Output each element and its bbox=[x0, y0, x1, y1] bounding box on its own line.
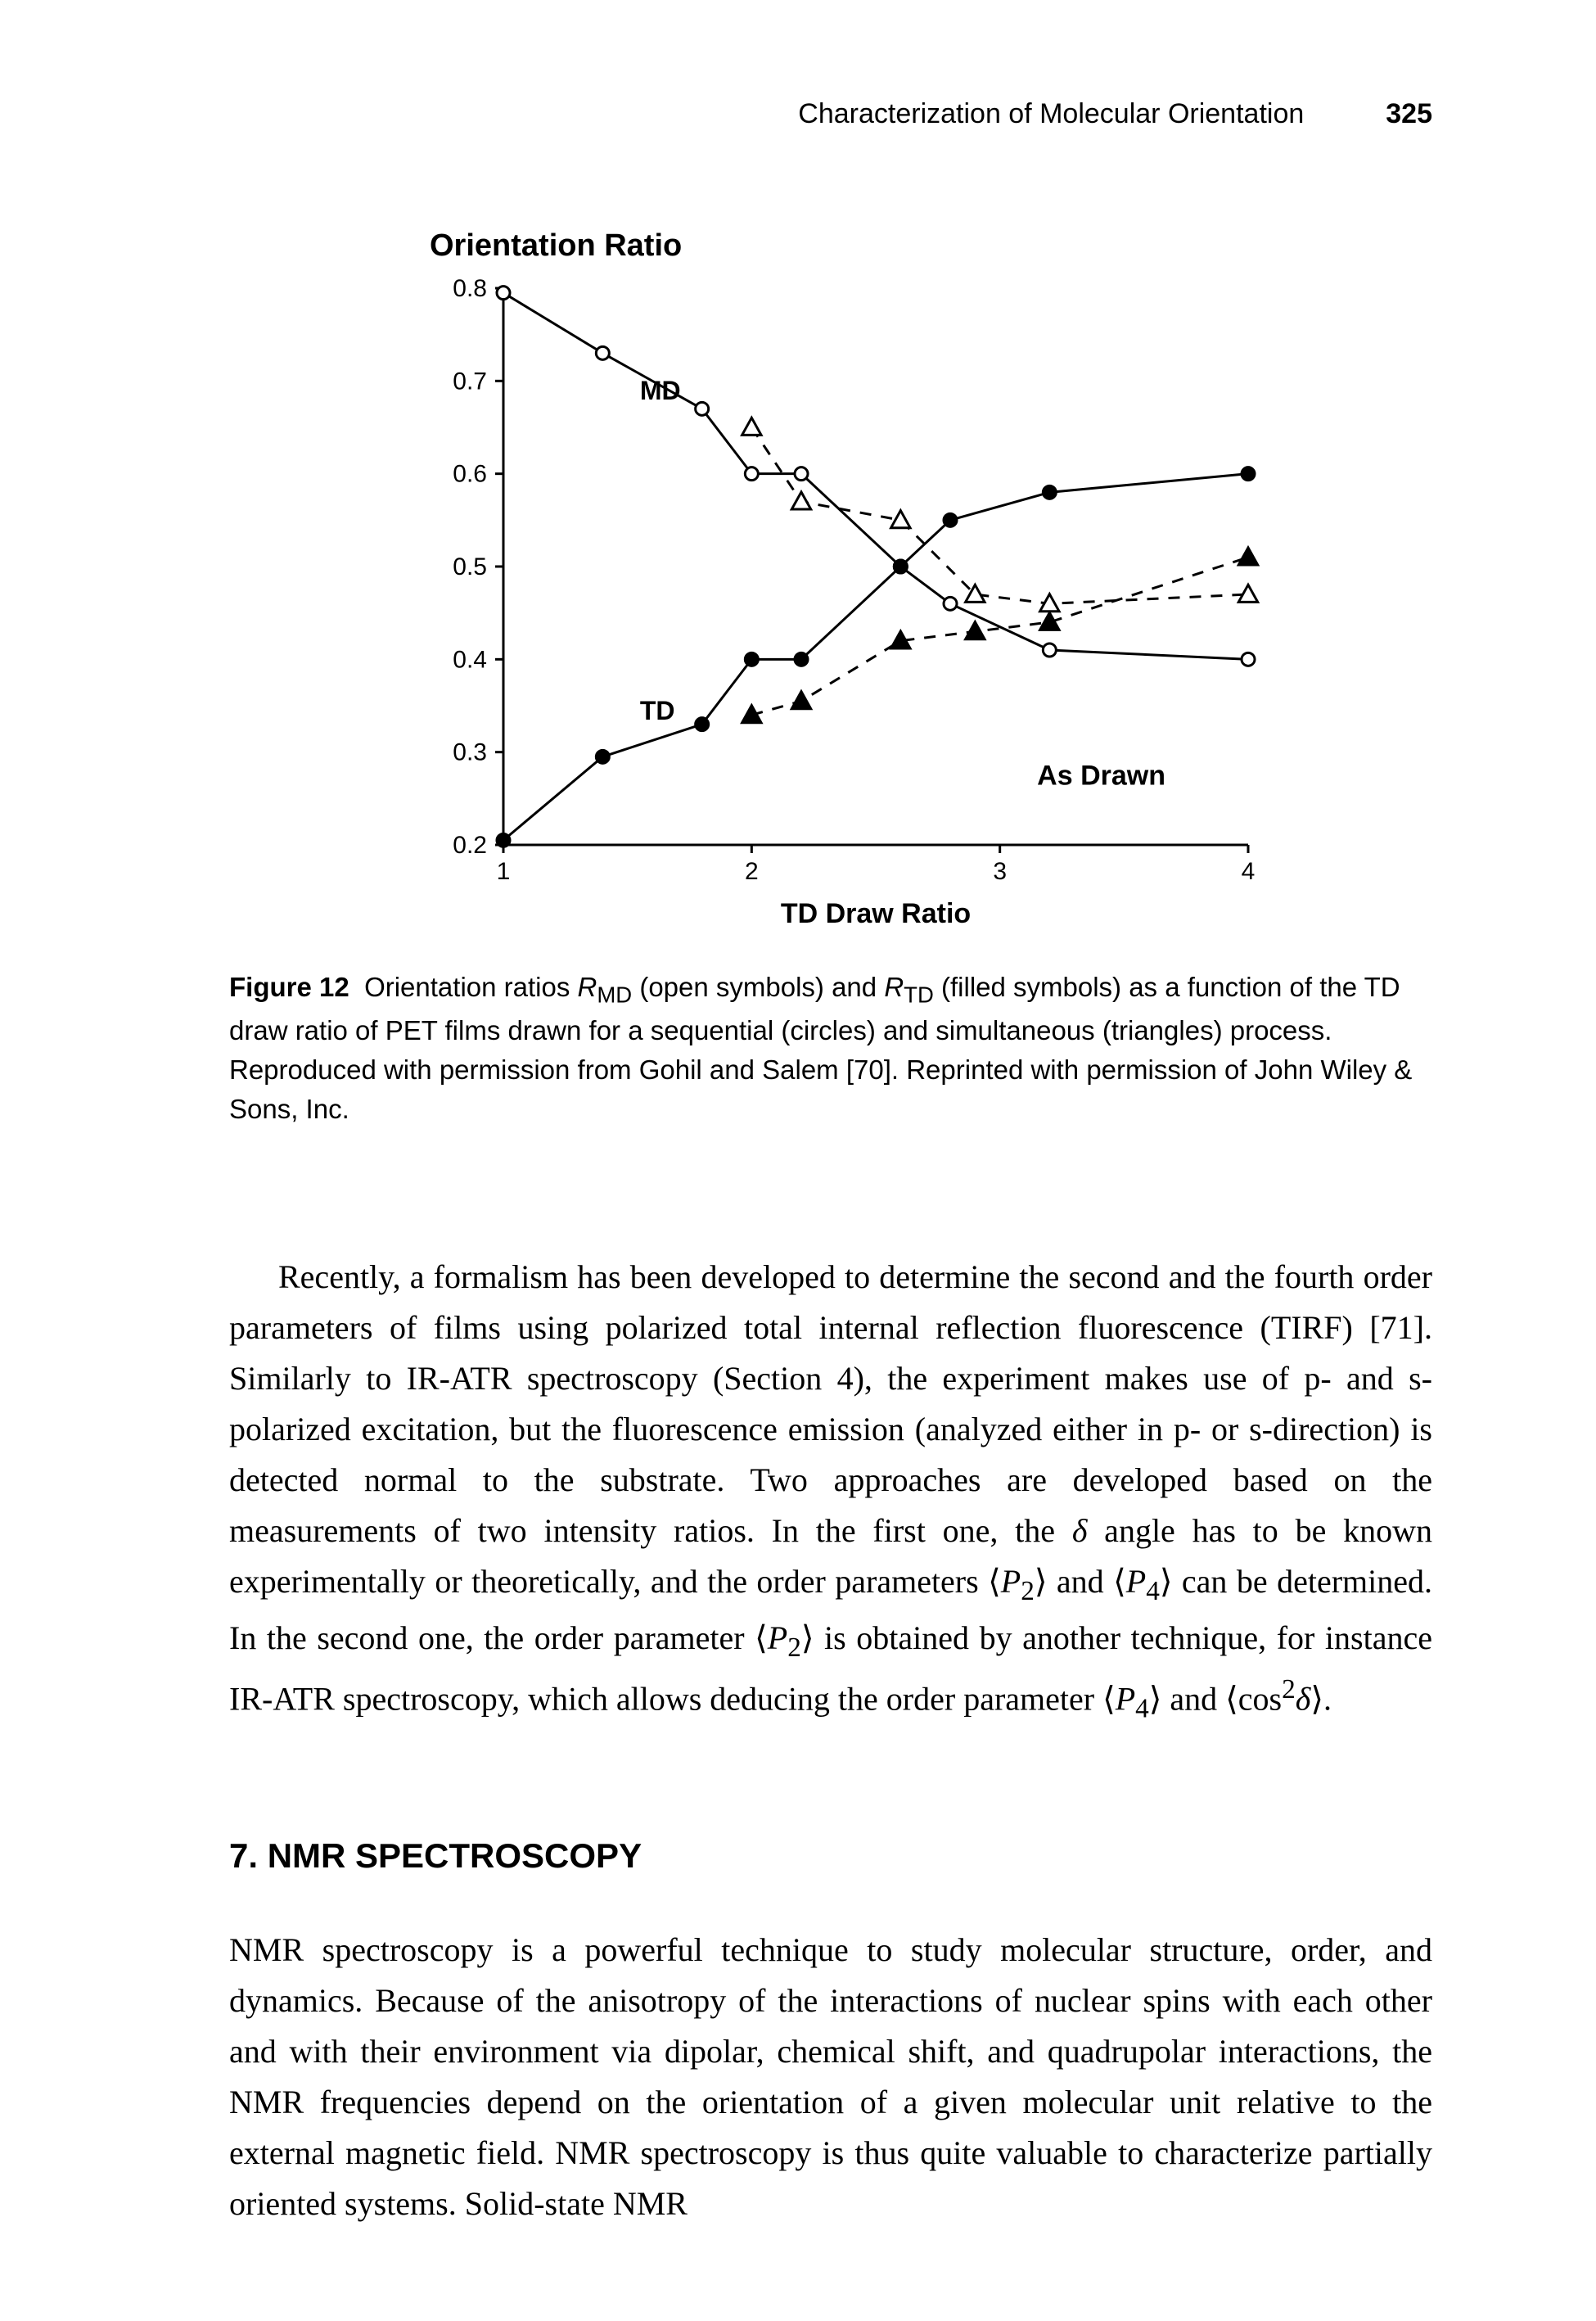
running-header-title: Characterization of Molecular Orientatio… bbox=[798, 98, 1304, 130]
figure-12: Orientation Ratio 0.2 0.3 0.4 0.5 0.6 0.7 0.8 1… bbox=[229, 228, 1432, 1129]
page-number: 325 bbox=[1386, 98, 1432, 130]
orientation-ratio-chart: 0.2 0.3 0.4 0.5 0.6 0.7 0.8 1 2 3 4 TD Draw Ratio MD… bbox=[381, 272, 1281, 943]
chart-container: Orientation Ratio 0.2 0.3 0.4 0.5 0.6 0.7 0.8 1… bbox=[381, 228, 1281, 943]
svg-text:MD: MD bbox=[640, 376, 681, 405]
chart-title: Orientation Ratio bbox=[430, 228, 1281, 264]
body-paragraph-2: NMR spectroscopy is a powerful technique… bbox=[229, 1925, 1432, 2229]
page: Characterization of Molecular Orientatio… bbox=[0, 0, 1596, 2321]
svg-text:2: 2 bbox=[745, 858, 759, 885]
svg-text:0.6: 0.6 bbox=[453, 461, 487, 488]
svg-text:4: 4 bbox=[1242, 858, 1256, 885]
svg-text:0.5: 0.5 bbox=[453, 553, 487, 580]
figure-caption: Figure 12 Orientation ratios RMD (open s… bbox=[229, 968, 1432, 1129]
section-heading: 7. NMR SPECTROSCOPY bbox=[229, 1836, 1432, 1876]
figure-caption-text: Orientation ratios RMD (open symbols) an… bbox=[229, 972, 1412, 1124]
svg-text:TD: TD bbox=[640, 696, 675, 725]
svg-text:3: 3 bbox=[993, 858, 1007, 885]
running-header: Characterization of Molecular Orientatio… bbox=[229, 98, 1432, 130]
svg-text:0.8: 0.8 bbox=[453, 275, 487, 302]
svg-text:0.7: 0.7 bbox=[453, 368, 487, 395]
svg-text:1: 1 bbox=[497, 858, 511, 885]
svg-text:0.3: 0.3 bbox=[453, 739, 487, 766]
svg-text:TD Draw Ratio: TD Draw Ratio bbox=[781, 898, 971, 929]
body-paragraph-1: Recently, a formalism has been developed… bbox=[229, 1252, 1432, 1730]
svg-text:0.2: 0.2 bbox=[453, 832, 487, 859]
figure-caption-label: Figure 12 bbox=[229, 972, 349, 1002]
svg-text:As Drawn: As Drawn bbox=[1037, 760, 1165, 791]
svg-text:0.4: 0.4 bbox=[453, 646, 487, 673]
